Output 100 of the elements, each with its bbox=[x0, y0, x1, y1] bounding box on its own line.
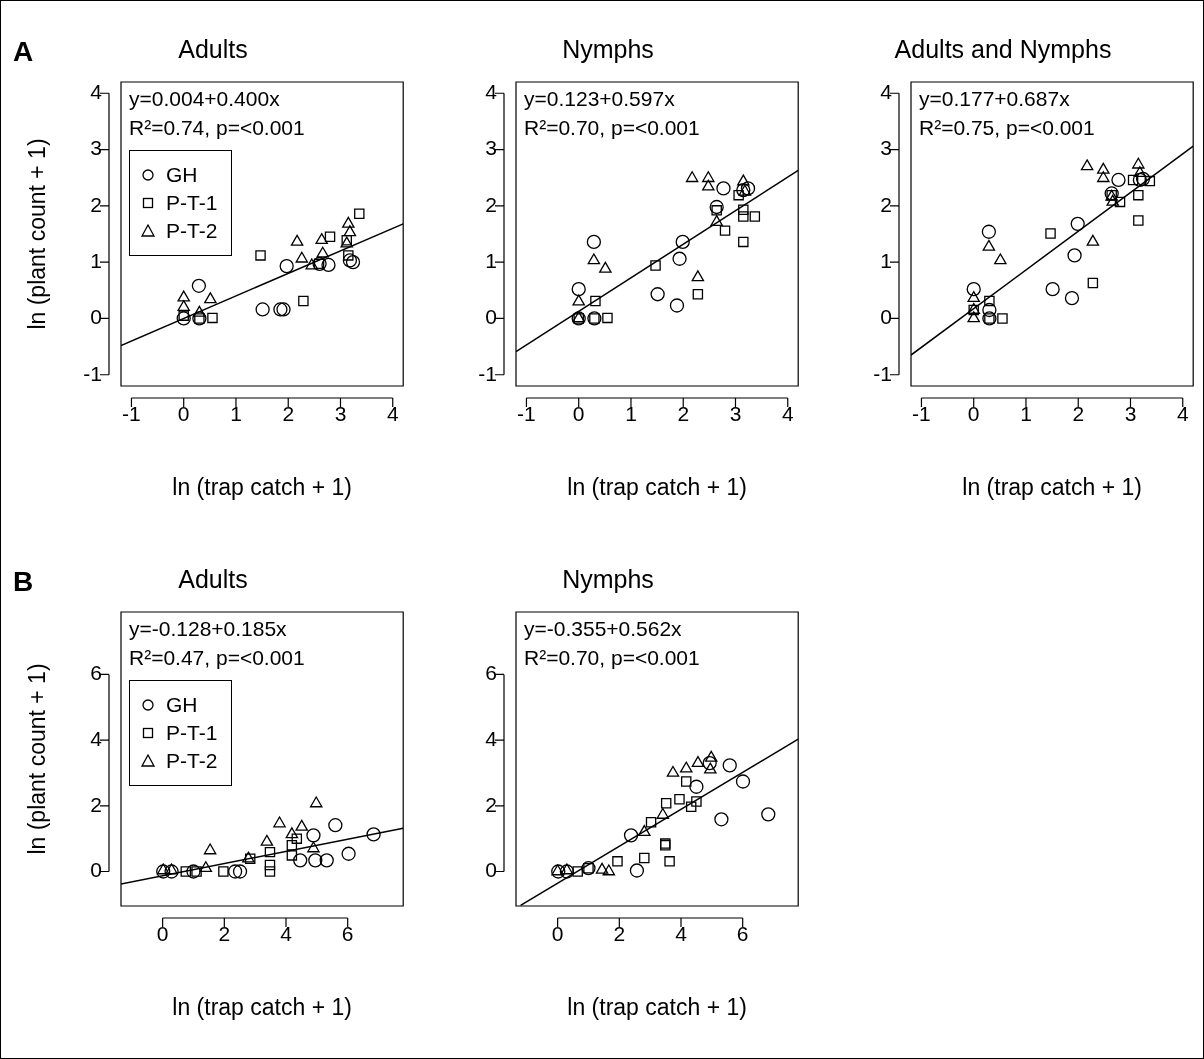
x-tick-label: -1 bbox=[122, 402, 141, 426]
point bbox=[260, 834, 274, 846]
point bbox=[572, 866, 583, 877]
x-axis-title: ln (trap catch + 1) bbox=[172, 993, 352, 1020]
point bbox=[232, 864, 248, 879]
y-axis-title: ln (plant count + 1) bbox=[24, 663, 51, 855]
chart-title: Adults bbox=[178, 34, 248, 63]
point bbox=[761, 807, 776, 822]
point bbox=[740, 181, 756, 196]
y-tick-label: 4 bbox=[485, 726, 498, 750]
y-tick-label: 4 bbox=[485, 80, 498, 104]
point bbox=[733, 189, 744, 201]
point bbox=[342, 216, 355, 228]
point bbox=[315, 233, 328, 245]
legend-label: P-T-1 bbox=[166, 720, 218, 746]
y-tick-label: 3 bbox=[90, 136, 102, 160]
point bbox=[704, 750, 718, 762]
point bbox=[1070, 216, 1085, 232]
point bbox=[738, 211, 749, 222]
point bbox=[156, 863, 170, 875]
legend-label: GH bbox=[166, 162, 198, 188]
point bbox=[681, 776, 692, 787]
point bbox=[321, 257, 336, 273]
point bbox=[164, 864, 179, 879]
point bbox=[1064, 291, 1080, 306]
y-axis-title: ln (plant count + 1) bbox=[24, 138, 51, 330]
x-tick-label: 4 bbox=[781, 402, 794, 426]
point bbox=[343, 225, 357, 237]
point bbox=[595, 862, 609, 874]
y-tick-label: -1 bbox=[478, 361, 497, 385]
point bbox=[623, 828, 639, 843]
point bbox=[672, 251, 687, 266]
point bbox=[324, 231, 336, 243]
x-tick-label: 3 bbox=[729, 402, 742, 426]
x-tick-label: 6 bbox=[736, 922, 749, 946]
point bbox=[307, 841, 320, 853]
legend-label: P-T-1 bbox=[166, 190, 218, 216]
y-tick-label: 1 bbox=[485, 248, 497, 272]
x-tick-label: 6 bbox=[341, 922, 354, 946]
point bbox=[1097, 171, 1110, 183]
point bbox=[997, 313, 1008, 324]
point bbox=[264, 866, 276, 877]
point bbox=[967, 291, 980, 303]
point bbox=[1114, 196, 1126, 208]
point bbox=[572, 294, 585, 306]
x-tick-label: 4 bbox=[280, 922, 293, 946]
point bbox=[629, 863, 645, 878]
point bbox=[1111, 172, 1126, 188]
x-tick-label: -1 bbox=[517, 402, 536, 426]
point bbox=[264, 859, 276, 871]
y-tick-label: 4 bbox=[90, 80, 103, 104]
legend-label: P-T-2 bbox=[166, 748, 218, 774]
x-tick-label: 1 bbox=[230, 402, 242, 426]
point bbox=[675, 234, 690, 250]
y-tick-label: 2 bbox=[880, 192, 892, 216]
point bbox=[308, 853, 323, 868]
point bbox=[1080, 159, 1094, 171]
point bbox=[191, 866, 202, 877]
annotation: R²=0.74, p=<0.001 bbox=[129, 115, 305, 141]
point bbox=[298, 295, 309, 307]
point bbox=[264, 846, 276, 858]
y-tick-label: 4 bbox=[90, 726, 103, 750]
point bbox=[186, 864, 201, 879]
point bbox=[207, 312, 218, 324]
point bbox=[689, 779, 704, 794]
point bbox=[691, 755, 705, 768]
point bbox=[279, 258, 294, 274]
point bbox=[702, 171, 715, 183]
point bbox=[639, 852, 650, 864]
point bbox=[306, 828, 321, 843]
point bbox=[602, 312, 613, 324]
x-tick-label: 2 bbox=[218, 922, 231, 946]
point bbox=[191, 278, 207, 293]
point bbox=[586, 234, 602, 250]
y-tick-label: 2 bbox=[90, 192, 102, 216]
chart-title: Nymphs bbox=[562, 34, 654, 63]
point bbox=[735, 774, 751, 789]
point bbox=[660, 797, 672, 809]
point bbox=[984, 295, 995, 307]
x-tick-label: 2 bbox=[282, 402, 295, 426]
point bbox=[319, 853, 334, 868]
annotation: y=0.123+0.597x bbox=[524, 86, 676, 112]
annotation: R²=0.47, p=<0.001 bbox=[129, 645, 305, 671]
point bbox=[571, 282, 586, 297]
point bbox=[738, 204, 749, 216]
x-tick-label: 2 bbox=[613, 922, 626, 946]
point bbox=[722, 758, 737, 773]
point bbox=[1087, 277, 1099, 289]
point bbox=[967, 311, 980, 323]
point bbox=[1045, 282, 1060, 297]
point bbox=[587, 253, 601, 265]
point bbox=[710, 215, 723, 227]
point bbox=[685, 171, 699, 183]
point bbox=[193, 305, 206, 317]
point bbox=[1133, 189, 1144, 201]
point bbox=[1086, 234, 1100, 246]
point bbox=[981, 224, 997, 239]
point bbox=[178, 310, 189, 321]
y-tick-label: 2 bbox=[485, 792, 497, 816]
x-tick-label: 4 bbox=[1176, 402, 1189, 426]
